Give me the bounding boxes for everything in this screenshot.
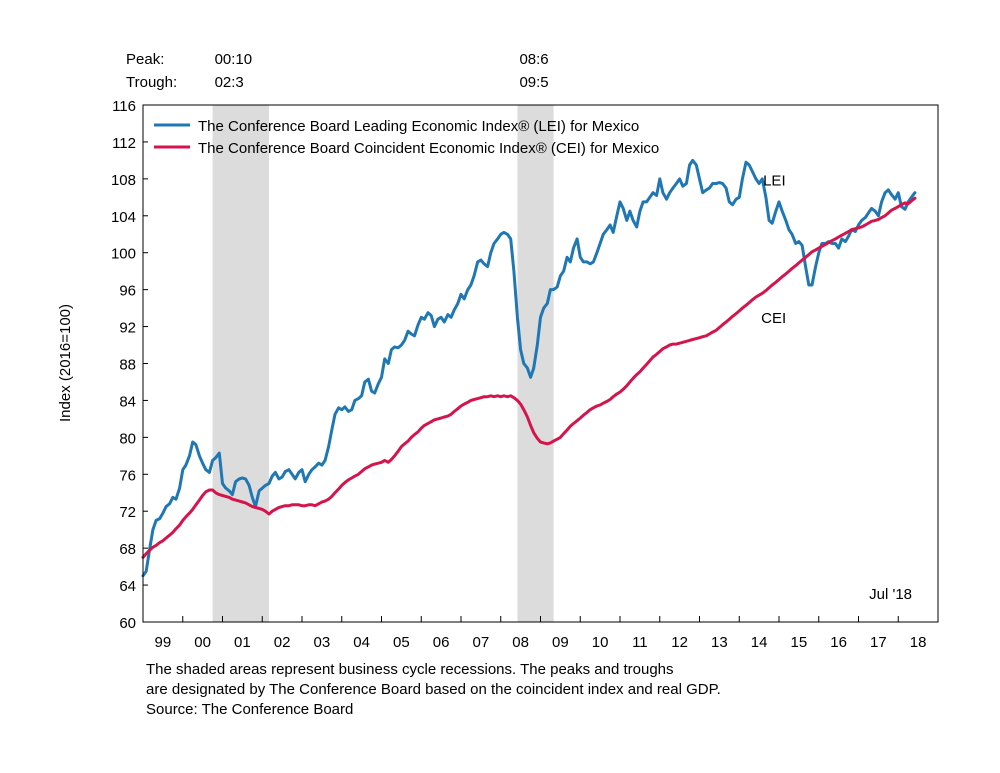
y-tick-label: 88 bbox=[119, 357, 136, 374]
series-lines bbox=[141, 158, 917, 578]
trough-heading: Trough: bbox=[126, 74, 177, 91]
x-tick-label: 14 bbox=[751, 634, 768, 651]
series-labels: LEI CEI bbox=[761, 172, 786, 327]
x-tick-label: 09 bbox=[552, 634, 569, 651]
y-tick-label: 76 bbox=[119, 467, 136, 484]
trough-date-1: 02:3 bbox=[215, 74, 244, 91]
peak-date-1: 00:10 bbox=[215, 51, 253, 68]
x-tick-label: 02 bbox=[274, 634, 291, 651]
y-tick-label: 84 bbox=[119, 393, 136, 410]
y-tick-label: 64 bbox=[119, 578, 136, 595]
y-tick-label: 60 bbox=[119, 615, 136, 632]
x-tick-label: 12 bbox=[671, 634, 688, 651]
date-annotation: Jul '18 bbox=[869, 586, 912, 603]
x-tick-label: 00 bbox=[194, 634, 211, 651]
y-axis-title: Index (2016=100) bbox=[57, 304, 74, 422]
x-axis: 99 00 01 02 03 04 05 06 07 08 09 10 11 12 13 14 15 16 17 18 bbox=[142, 616, 939, 651]
y-tick-label: 116 bbox=[112, 98, 136, 115]
y-axis: 60 64 68 72 76 80 84 88 92 96 100 104 108 112 116 bbox=[111, 98, 148, 632]
x-tick-label: 07 bbox=[473, 634, 490, 651]
x-tick-label: 11 bbox=[632, 634, 648, 651]
x-tick-label: 17 bbox=[870, 634, 887, 651]
y-tick-label: 96 bbox=[119, 283, 136, 300]
x-tick-label: 10 bbox=[592, 634, 609, 651]
legend-label-lei: The Conference Board Leading Economic In… bbox=[198, 118, 639, 135]
x-tick-label: 04 bbox=[353, 634, 370, 651]
x-tick-label: 01 bbox=[234, 634, 251, 651]
footnote: The shaded areas represent business cycl… bbox=[146, 660, 946, 720]
y-tick-label: 100 bbox=[111, 246, 136, 263]
footnote-line-3: Source: The Conference Board bbox=[146, 701, 354, 718]
footnote-line-2: are designated by The Conference Board b… bbox=[146, 681, 721, 698]
cycle-dates: Peak: Trough: 00:10 02:3 08:6 09:5 bbox=[126, 51, 549, 91]
y-tick-label: 72 bbox=[119, 504, 136, 521]
y-tick-label: 104 bbox=[111, 209, 136, 226]
y-tick-label: 80 bbox=[119, 430, 136, 447]
series-line-cei bbox=[141, 196, 917, 559]
recession-band-1 bbox=[212, 105, 270, 622]
y-tick-label: 112 bbox=[112, 135, 136, 152]
x-tick-label: 03 bbox=[314, 634, 331, 651]
series-label-lei: LEI bbox=[763, 172, 786, 189]
legend: The Conference Board Leading Economic In… bbox=[154, 118, 659, 157]
peak-heading: Peak: bbox=[126, 51, 164, 68]
series-line-lei bbox=[141, 158, 917, 578]
x-tick-label: 08 bbox=[512, 634, 529, 651]
legend-label-cei: The Conference Board Coincident Economic… bbox=[198, 140, 659, 157]
series-label-cei: CEI bbox=[761, 310, 786, 327]
y-tick-label: 92 bbox=[119, 320, 136, 337]
peak-date-2: 08:6 bbox=[519, 51, 548, 68]
x-tick-label: 15 bbox=[791, 634, 808, 651]
x-tick-label: 16 bbox=[830, 634, 847, 651]
x-tick-label: 18 bbox=[910, 634, 927, 651]
trough-date-2: 09:5 bbox=[519, 74, 548, 91]
x-tick-label: 06 bbox=[433, 634, 450, 651]
x-tick-label: 05 bbox=[393, 634, 410, 651]
footnote-line-1: The shaded areas represent business cycl… bbox=[146, 661, 674, 678]
y-tick-label: 68 bbox=[119, 541, 136, 558]
x-tick-label: 13 bbox=[711, 634, 728, 651]
y-tick-label: 108 bbox=[111, 172, 136, 189]
x-tick-label: 99 bbox=[155, 634, 172, 651]
